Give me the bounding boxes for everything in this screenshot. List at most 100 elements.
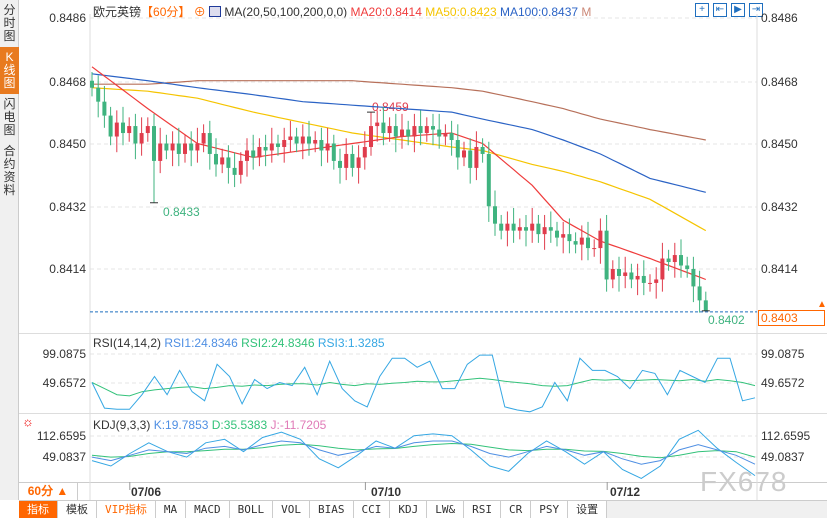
date-label: 07/12 [610,485,641,499]
candle-down [493,206,497,224]
candle-down [350,153,355,168]
candle-down [629,272,634,280]
symbol-name: 欧元英镑 [93,5,142,19]
rsi2-value: RSI2:24.8346 [241,336,315,350]
price-tick: 0.8468 [49,75,86,89]
indicator-tab[interactable]: PSY [531,501,569,518]
indicator-tab[interactable]: VOL [273,501,310,518]
play-icon[interactable]: ▶ [731,3,745,17]
indicator-tab[interactable]: KDJ [390,501,428,518]
candle-up [400,129,404,137]
arrow-up-icon: ▲ [817,299,827,310]
indicator-tab[interactable]: MACD [186,501,230,518]
chart-canvas[interactable] [0,0,827,500]
kdj-tick: 49.0837 [42,450,86,464]
candle-down [548,227,553,231]
candle-up [245,150,249,161]
indicator-tab[interactable]: CCI [353,501,391,518]
candle-down [524,227,528,231]
indicator-tab[interactable]: VIP指标 [97,501,156,518]
crosshair-icon[interactable]: + [695,3,709,17]
candle-down [90,80,94,88]
candle-down [96,87,101,102]
rsi2-line [91,377,756,397]
candle-down [232,167,237,175]
candle-up [362,146,367,158]
candle-down [251,150,256,158]
candle-up [648,282,652,284]
kdj-legend: KDJ(9,3,3) K:19.7853 D:35.5383 J:-11.720… [93,418,326,432]
ma20-line [91,66,707,281]
current-price-badge: 0.8403 [758,310,825,326]
indicator-tab[interactable]: BIAS [310,501,354,518]
candle-down [381,122,386,134]
candle-down [691,268,696,287]
candle-up [158,143,163,161]
candle-down [108,115,113,137]
price-tick: 0.8432 [49,200,86,214]
candle-up [344,153,349,168]
candle-down [455,140,460,158]
candle-down [102,101,107,116]
candle-up [412,126,417,137]
rsi-legend: RSI(14,14,2) RSI1:24.8346 RSI2:24.8346 R… [93,336,385,350]
date-label: 07/10 [371,485,402,499]
indicator-tab[interactable]: LW& [427,501,465,518]
candle-down [480,146,485,154]
candle-down [207,133,212,154]
ma50-value: MA50:0.8423 [425,5,497,19]
candle-down [319,140,324,151]
d-value: D:35.5383 [211,418,268,432]
candle-up [282,140,287,147]
indicator-tab[interactable]: BOLL [229,501,274,518]
candle-up [424,126,429,134]
candle-down [152,126,156,161]
candle-down [133,126,138,144]
watermark-logo: FX678 [700,466,788,497]
ma-label: MA(20,50,100,200,0,0) [224,5,348,19]
candle-up [672,255,677,263]
tab-contract-info[interactable]: 合约资料 [3,144,16,197]
period-selector[interactable]: 60分 ▲ [19,483,78,500]
settings-sun-icon[interactable]: ☼ [22,414,34,429]
add-icon[interactable]: ⊕ [193,5,206,19]
indicator-tab[interactable]: MA [155,501,187,518]
candle-up [183,143,187,154]
candle-down [307,136,311,144]
tab-flash[interactable]: 闪电图 [3,97,16,137]
candle-down [263,146,268,151]
price-tick-right: 0.8468 [761,75,798,89]
candle-up [505,223,510,231]
goto-end-icon[interactable]: ⇥ [749,3,763,17]
low-annotation-right: 0.8402 [708,313,745,327]
candle-down [685,265,690,269]
indicator-tab[interactable]: CR [501,501,532,518]
candle-up [474,146,479,168]
tab-timeshare[interactable]: 分时图 [3,3,16,43]
indicator-tab[interactable]: 指标 [19,501,58,518]
tab-kline[interactable]: K线图 [0,47,19,94]
candle-up [127,126,132,134]
candle-up [443,133,448,137]
candle-up [220,157,225,165]
candle-down [449,133,454,141]
candle-down [121,122,125,134]
zoom-start-icon[interactable]: ⇤ [713,3,727,17]
indicator-tab[interactable]: RSI [464,501,501,518]
indicator-tab[interactable]: 设置 [568,501,608,518]
candle-down [573,241,578,245]
candle-up [201,133,206,144]
candle-up [592,248,597,250]
indicator-tab[interactable]: 模板 [58,501,97,518]
candle-down [499,223,504,231]
kdj-tick-right: 112.6595 [761,429,811,443]
candle-up [660,258,665,280]
high-annotation: 0.8459 [372,100,409,114]
j-value: J:-11.7205 [270,418,327,432]
main-legend: 欧元英镑【60分】 ⊕ MA(20,50,100,200,0,0) MA20:0… [93,3,591,20]
ma-chart-icon[interactable] [209,6,222,17]
candle-up [369,126,373,147]
ma-more: M [581,5,592,19]
candle-down [697,286,702,301]
divider [19,413,827,414]
